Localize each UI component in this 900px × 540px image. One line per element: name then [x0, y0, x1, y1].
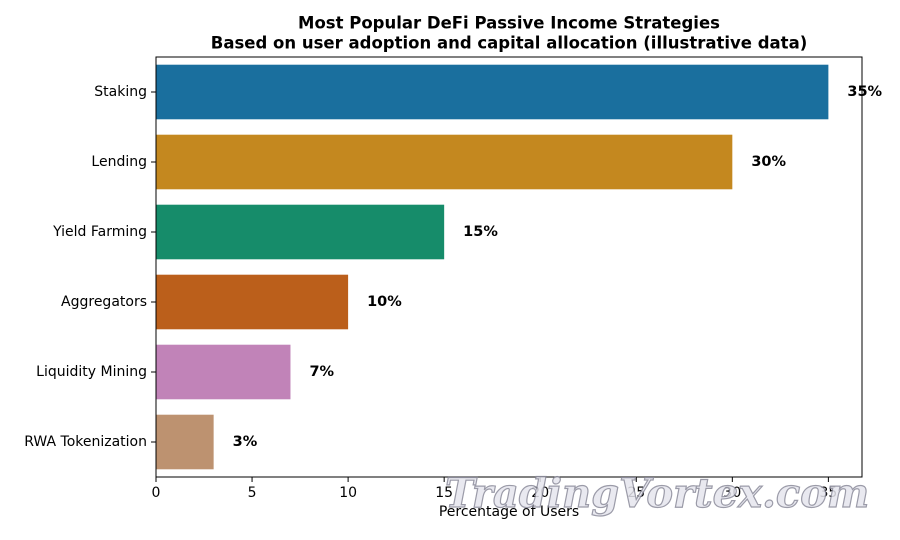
value-label: 30%: [751, 154, 786, 170]
x-tick-label: 0: [152, 485, 161, 501]
plot-frame: [155, 56, 863, 478]
x-tick-label: 25: [627, 485, 645, 501]
x-tick-label: 10: [339, 485, 357, 501]
x-tick-label: 5: [248, 485, 257, 501]
watermark: TradingVortex.com: [445, 470, 869, 517]
x-tick-label: 20: [531, 485, 549, 501]
value-label: 10%: [367, 294, 402, 310]
y-tick-label: RWA Tokenization: [24, 434, 147, 450]
x-tick-label: 30: [723, 485, 741, 501]
bar: [156, 204, 445, 260]
value-label: 7%: [309, 364, 334, 380]
y-tick-label: Liquidity Mining: [36, 364, 147, 380]
y-tick-label: Yield Farming: [52, 224, 147, 240]
value-label: 3%: [233, 434, 258, 450]
x-tick-label: 35: [819, 485, 837, 501]
bar: [156, 134, 733, 190]
value-label: 35%: [847, 84, 882, 100]
value-label: 15%: [463, 224, 498, 240]
y-tick-label: Staking: [94, 84, 147, 100]
chart-title: Most Popular DeFi Passive Income Strateg…: [298, 14, 720, 33]
bar: [156, 274, 349, 330]
y-tick-label: Aggregators: [61, 294, 147, 310]
bar: [156, 64, 829, 120]
bar: [156, 414, 214, 470]
chart-subtitle: Based on user adoption and capital alloc…: [211, 34, 808, 53]
bar: [156, 344, 291, 400]
y-tick-label: Lending: [91, 154, 147, 170]
x-axis-label: Percentage of Users: [439, 504, 579, 520]
x-tick-label: 15: [435, 485, 453, 501]
